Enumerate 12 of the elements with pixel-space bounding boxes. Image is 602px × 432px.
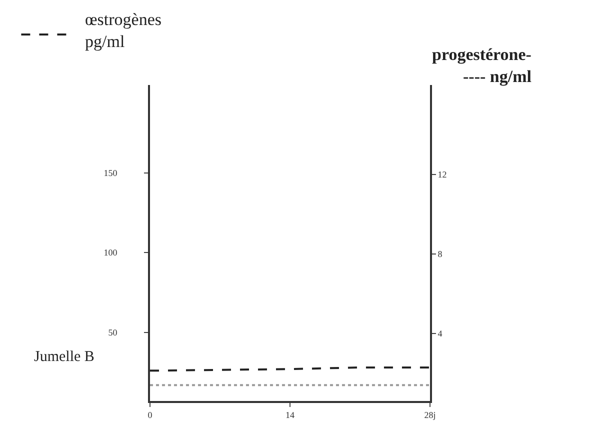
y2-tick-label: 12: [438, 170, 447, 180]
x-tick-label: 0: [148, 410, 153, 420]
y2-tick-label: 4: [438, 328, 443, 339]
y-axis-title: œstrogènes pg/ml: [85, 10, 162, 52]
y2-tick-label: 8: [438, 249, 443, 260]
y2-axis-title: progestérone- ---- ng/ml: [432, 45, 532, 86]
y-tick-label: 50: [108, 328, 118, 338]
x-tick-label: 28j: [424, 410, 436, 420]
text: Jumelle B: [34, 349, 94, 365]
y-tick-label: 150: [104, 168, 118, 178]
y-tick-label: 100: [104, 248, 118, 258]
x-tick-label: 14: [286, 410, 295, 420]
